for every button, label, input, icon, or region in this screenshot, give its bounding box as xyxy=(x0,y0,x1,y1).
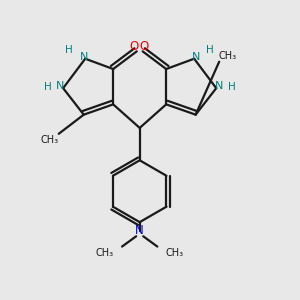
Text: N: N xyxy=(56,81,64,91)
Text: H: H xyxy=(44,82,52,92)
Text: CH₃: CH₃ xyxy=(219,51,237,61)
Text: N: N xyxy=(215,81,224,91)
Text: N: N xyxy=(80,52,88,62)
Text: CH₃: CH₃ xyxy=(41,135,59,145)
Text: CH₃: CH₃ xyxy=(96,248,114,258)
Text: H: H xyxy=(206,45,214,55)
Text: CH₃: CH₃ xyxy=(165,248,184,258)
Text: H: H xyxy=(228,82,236,92)
Text: N: N xyxy=(191,52,200,62)
Text: O: O xyxy=(130,40,139,52)
Text: O: O xyxy=(140,40,149,52)
Text: H: H xyxy=(65,45,73,55)
Text: N: N xyxy=(135,224,144,238)
